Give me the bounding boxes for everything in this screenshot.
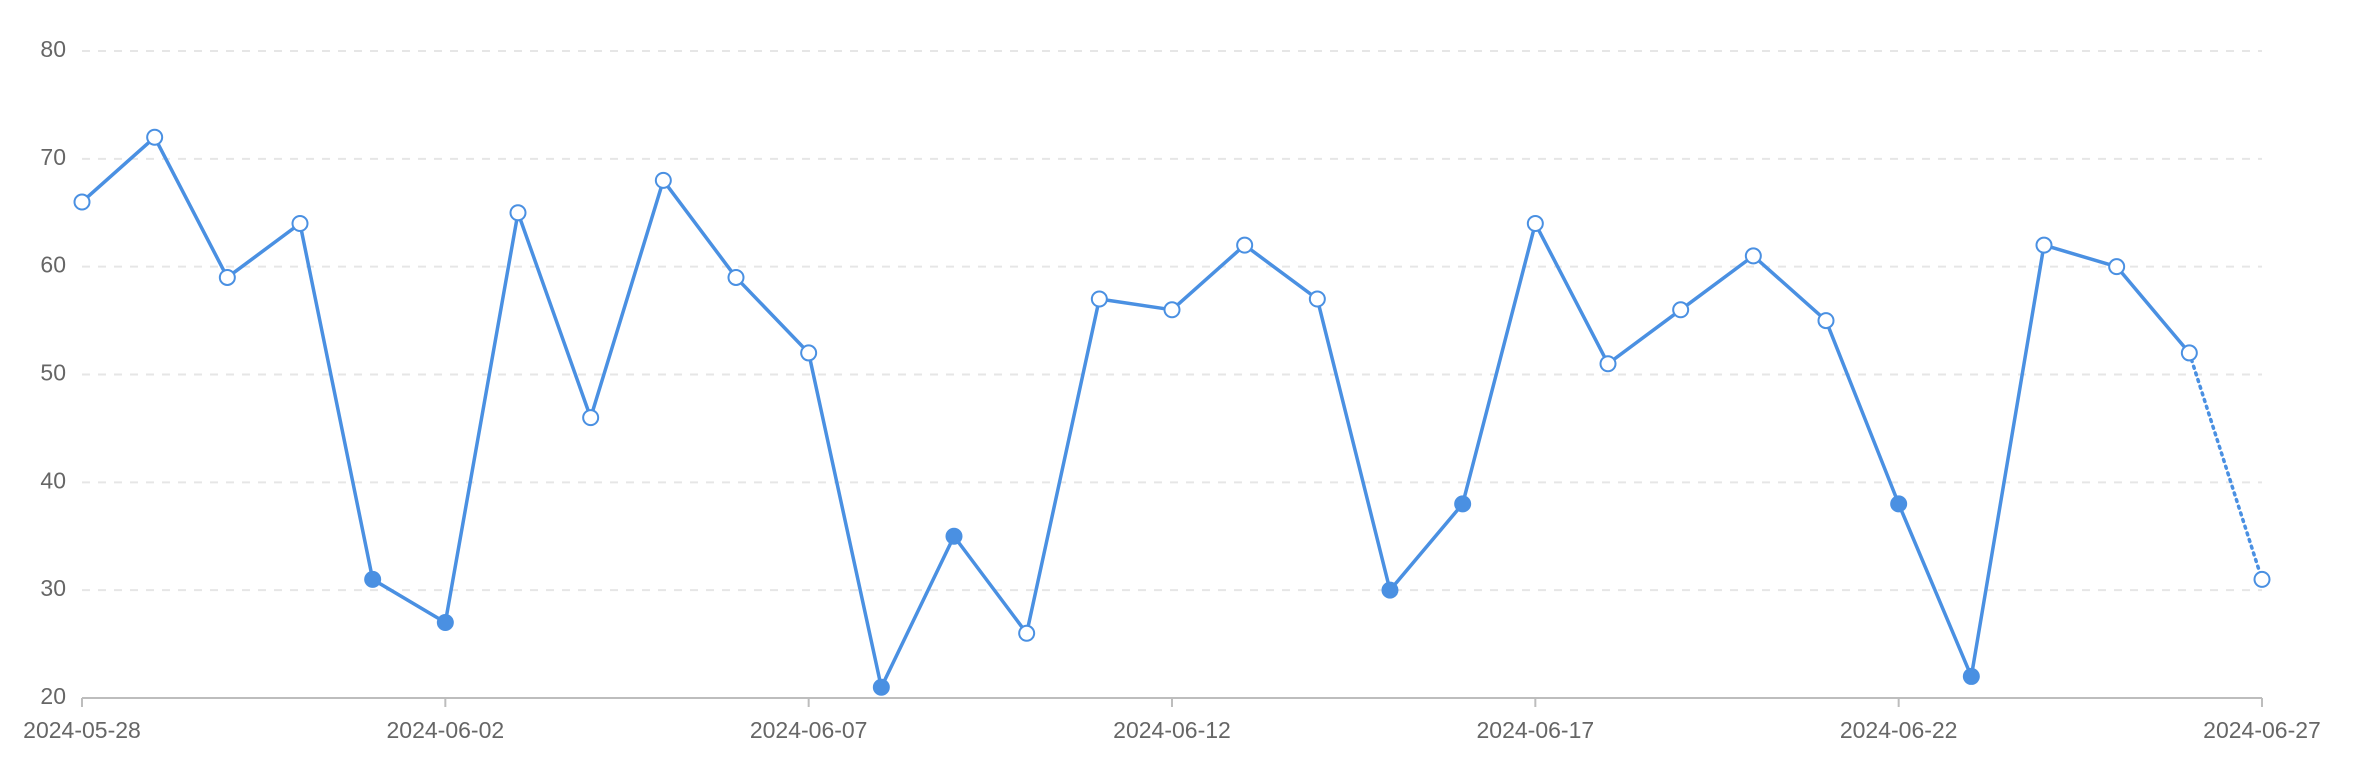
data-point[interactable] (436, 614, 454, 632)
data-point[interactable] (364, 570, 382, 588)
data-point[interactable] (654, 171, 672, 189)
data-point[interactable] (582, 409, 600, 427)
data-point[interactable] (1599, 355, 1617, 373)
data-point[interactable] (945, 527, 963, 545)
data-point[interactable] (1672, 301, 1690, 319)
data-point[interactable] (1526, 215, 1544, 233)
data-point[interactable] (1890, 495, 1908, 513)
x-tick-label: 2024-06-12 (1113, 717, 1231, 743)
y-tick-label: 20 (40, 683, 66, 709)
x-tick-label: 2024-06-02 (387, 717, 505, 743)
data-point[interactable] (800, 344, 818, 362)
y-tick-label: 50 (40, 360, 66, 386)
y-tick-label: 40 (40, 467, 66, 493)
data-point[interactable] (727, 268, 745, 286)
x-tick-label: 2024-05-28 (23, 717, 141, 743)
x-tick-label: 2024-06-07 (750, 717, 868, 743)
data-point[interactable] (872, 678, 890, 696)
y-tick-label: 60 (40, 252, 66, 278)
data-point[interactable] (2035, 236, 2053, 254)
grid-lines (82, 50, 2262, 592)
data-point[interactable] (509, 204, 527, 222)
data-point[interactable] (146, 128, 164, 146)
data-points (73, 128, 2271, 696)
data-point[interactable] (73, 193, 91, 211)
data-point[interactable] (2253, 570, 2271, 588)
data-point[interactable] (1454, 495, 1472, 513)
data-point[interactable] (1018, 624, 1036, 642)
series-line (80, 135, 2264, 689)
series-line-solid (80, 135, 2192, 689)
data-point[interactable] (291, 215, 309, 233)
x-tick-label: 2024-06-22 (1840, 717, 1958, 743)
data-point[interactable] (1962, 667, 1980, 685)
data-point[interactable] (1236, 236, 1254, 254)
data-point[interactable] (218, 268, 236, 286)
data-point[interactable] (1381, 581, 1399, 599)
x-tick-label: 2024-06-27 (2203, 717, 2321, 743)
data-point[interactable] (2108, 258, 2126, 276)
data-point[interactable] (1744, 247, 1762, 265)
y-tick-label: 70 (40, 144, 66, 170)
y-tick-label: 30 (40, 575, 66, 601)
y-tick-label: 80 (40, 36, 66, 62)
data-point[interactable] (1817, 312, 1835, 330)
series-line-dotted (2187, 351, 2264, 582)
axes: 20 30 40 50 60 70 80 2024-05-28 2024-06-02 2024-0… (23, 36, 2321, 743)
data-point[interactable] (1308, 290, 1326, 308)
data-point[interactable] (1163, 301, 1181, 319)
data-point[interactable] (2180, 344, 2198, 362)
x-tick-label: 2024-06-17 (1477, 717, 1595, 743)
data-point[interactable] (1090, 290, 1108, 308)
